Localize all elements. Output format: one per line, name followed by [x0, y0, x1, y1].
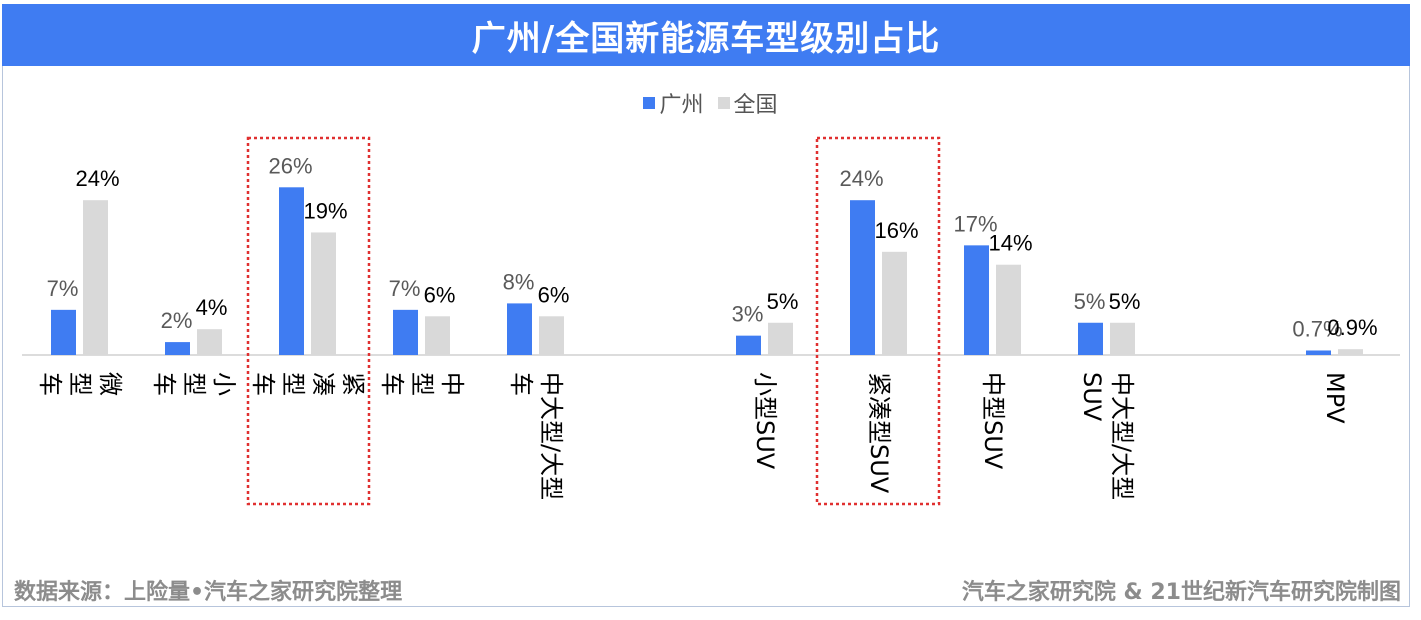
data-label-national-2: 19%	[303, 198, 347, 223]
bar-guangzhou-3	[393, 309, 418, 355]
data-label-guangzhou-5: 3%	[732, 302, 764, 327]
bar-national-7	[996, 264, 1021, 355]
legend-swatch-national	[717, 97, 730, 109]
bar-national-6	[882, 251, 907, 355]
category-label-2-2: 型	[279, 372, 307, 396]
category-label-4-1: 车	[507, 372, 535, 396]
data-label-national-1: 4%	[196, 295, 228, 320]
category-label-6-0: 紧凑型SUV	[865, 372, 893, 494]
bar-guangzhou-4	[507, 303, 532, 355]
bar-national-3	[425, 316, 450, 355]
data-label-guangzhou-1: 2%	[161, 308, 193, 333]
bar-guangzhou-7	[964, 245, 989, 355]
bar-national-9	[1338, 349, 1363, 355]
category-label-2-0: 紧	[339, 372, 367, 396]
category-label-9-0: MPV	[1321, 372, 1349, 424]
bar-national-0	[83, 200, 108, 355]
category-label-2-1: 凑	[309, 372, 337, 396]
bar-guangzhou-0	[51, 309, 76, 355]
data-label-national-9: 0.9%	[1327, 315, 1377, 340]
category-label-0-0: 微	[96, 372, 124, 396]
chart-frame	[2, 4, 1410, 607]
bar-guangzhou-8	[1078, 322, 1103, 355]
bar-national-5	[768, 322, 793, 355]
bar-guangzhou-5	[736, 335, 761, 355]
category-label-3-2: 车	[378, 372, 406, 396]
data-label-national-4: 6%	[538, 282, 570, 307]
data-label-national-7: 14%	[988, 231, 1032, 256]
category-label-8-1: SUV	[1078, 372, 1106, 422]
category-label-2-3: 车	[249, 372, 277, 396]
bar-guangzhou-6	[850, 200, 875, 355]
data-label-national-6: 16%	[874, 218, 918, 243]
data-label-guangzhou-4: 8%	[503, 269, 535, 294]
data-label-national-0: 24%	[75, 166, 119, 191]
bar-national-4	[539, 316, 564, 355]
data-label-guangzhou-7: 17%	[953, 211, 997, 236]
category-label-0-2: 车	[36, 372, 64, 396]
legend-label-national: 全国	[733, 93, 778, 118]
category-label-1-2: 车	[150, 372, 178, 396]
bar-guangzhou-9	[1306, 350, 1331, 355]
category-label-4-0: 中大型/大型	[537, 372, 565, 500]
data-label-guangzhou-8: 5%	[1074, 289, 1106, 314]
data-label-national-8: 5%	[1109, 289, 1141, 314]
data-label-guangzhou-0: 7%	[47, 276, 79, 301]
bar-guangzhou-1	[165, 342, 190, 355]
category-label-8-0: 中大型/大型	[1108, 372, 1136, 500]
legend: 广州 全国	[0, 88, 1421, 118]
data-label-guangzhou-9: 0.7%	[1292, 316, 1342, 341]
data-label-guangzhou-2: 26%	[268, 153, 312, 178]
legend-swatch-guangzhou	[643, 97, 656, 109]
data-source-note: 数据来源：上险量•汽车之家研究院整理	[14, 580, 403, 605]
category-label-1-0: 小	[210, 372, 238, 396]
credit-note: 汽车之家研究院 & 21世纪新汽车研究院制图	[961, 580, 1401, 605]
highlight-box-0	[246, 136, 371, 506]
data-label-national-5: 5%	[767, 289, 799, 314]
bar-national-2	[311, 232, 336, 355]
category-label-3-1: 型	[408, 372, 436, 396]
category-label-1-1: 型	[180, 372, 208, 396]
data-label-national-3: 6%	[424, 282, 456, 307]
bar-guangzhou-2	[279, 187, 304, 355]
category-label-7-0: 中型SUV	[979, 372, 1007, 470]
bar-national-8	[1110, 322, 1135, 355]
legend-item-guangzhou: 广州	[643, 87, 704, 119]
data-label-guangzhou-3: 7%	[389, 276, 421, 301]
data-label-guangzhou-6: 24%	[839, 166, 883, 191]
category-label-5-0: 小型SUV	[751, 372, 779, 470]
highlight-box-1	[815, 136, 941, 506]
category-label-0-1: 型	[66, 372, 94, 396]
chart-title: 广州/全国新能源车型级别占比	[2, 4, 1410, 66]
bar-national-1	[197, 329, 222, 355]
legend-label-guangzhou: 广州	[659, 93, 704, 118]
legend-item-national: 全国	[717, 87, 778, 119]
category-label-3-0: 中	[438, 372, 466, 396]
